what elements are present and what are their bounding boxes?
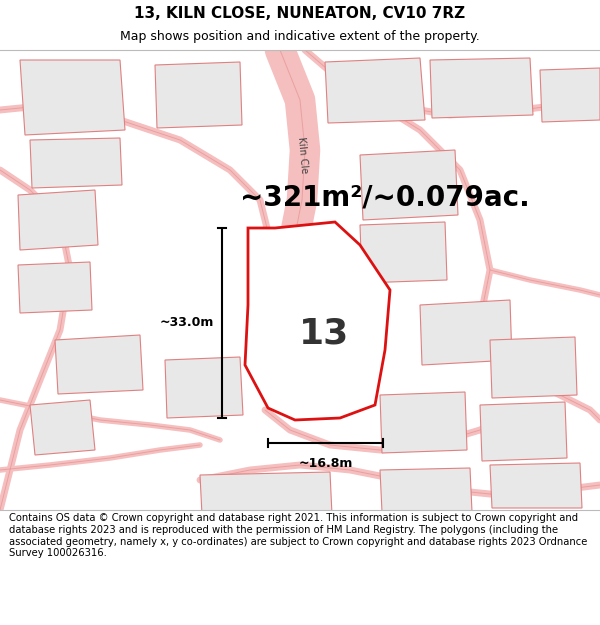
Polygon shape [155, 62, 242, 128]
Polygon shape [55, 335, 143, 394]
Polygon shape [18, 190, 98, 250]
Polygon shape [380, 468, 472, 512]
Text: Map shows position and indicative extent of the property.: Map shows position and indicative extent… [120, 30, 480, 43]
Text: Kiln Cle: Kiln Cle [296, 136, 310, 174]
Polygon shape [540, 68, 600, 122]
Polygon shape [18, 262, 92, 313]
Polygon shape [30, 400, 95, 455]
Polygon shape [360, 222, 447, 283]
Polygon shape [490, 463, 582, 508]
Text: 13, KILN CLOSE, NUNEATON, CV10 7RZ: 13, KILN CLOSE, NUNEATON, CV10 7RZ [134, 6, 466, 21]
Polygon shape [165, 357, 243, 418]
Polygon shape [20, 60, 125, 135]
Polygon shape [480, 402, 567, 461]
Polygon shape [325, 58, 425, 123]
Text: ~33.0m: ~33.0m [160, 316, 214, 329]
Polygon shape [490, 337, 577, 398]
Polygon shape [360, 150, 458, 220]
Polygon shape [430, 58, 533, 118]
Text: 13: 13 [299, 317, 349, 351]
Polygon shape [245, 222, 390, 420]
Polygon shape [380, 392, 467, 453]
Polygon shape [420, 300, 512, 365]
Polygon shape [30, 138, 122, 188]
Text: ~16.8m: ~16.8m [298, 457, 353, 470]
Text: Contains OS data © Crown copyright and database right 2021. This information is : Contains OS data © Crown copyright and d… [9, 514, 587, 558]
Text: ~321m²/~0.079ac.: ~321m²/~0.079ac. [240, 184, 530, 212]
Polygon shape [200, 472, 332, 515]
